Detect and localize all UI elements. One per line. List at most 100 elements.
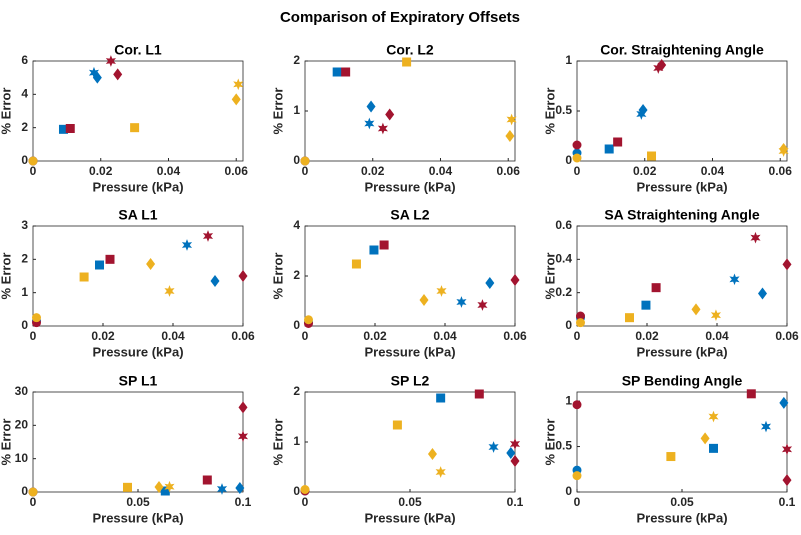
point — [506, 447, 516, 459]
point — [782, 474, 792, 487]
point — [709, 443, 718, 453]
x-tick-label: 0.02 — [89, 164, 113, 178]
point — [402, 57, 412, 67]
y-tick-label: 0 — [565, 318, 572, 332]
point — [572, 400, 582, 410]
x-tick-label: 0.06 — [497, 164, 521, 178]
point — [300, 485, 310, 494]
point — [505, 130, 515, 142]
point — [653, 62, 664, 74]
point — [105, 55, 116, 67]
subplot-title: Cor. L1 — [114, 42, 162, 58]
y-tick-label: 4 — [21, 87, 28, 101]
subplot-title: SP L1 — [119, 373, 158, 389]
point — [364, 117, 375, 130]
point — [700, 432, 710, 445]
point — [113, 68, 123, 81]
subplot-title: SP Bending Angle — [622, 373, 743, 389]
y-tick-label: 3 — [21, 218, 28, 232]
y-tick-label: 2 — [293, 53, 300, 67]
point — [332, 67, 342, 77]
point — [729, 273, 740, 286]
point — [181, 239, 193, 251]
axes-box — [32, 60, 244, 162]
point — [351, 259, 361, 269]
point — [65, 124, 75, 133]
y-tick-label: 10 — [15, 451, 29, 465]
x-tick-label: 0.02 — [635, 329, 659, 343]
point — [377, 122, 388, 135]
point — [341, 67, 351, 77]
point — [235, 482, 245, 494]
x-tick-label: 0.06 — [225, 164, 249, 178]
x-tick-label: 0.06 — [231, 329, 255, 343]
axes-box — [32, 391, 244, 493]
point — [666, 452, 676, 462]
point — [572, 153, 582, 163]
point — [779, 396, 789, 409]
x-axis-label: Pressure (kPa) — [636, 510, 727, 525]
y-tick-label: 1 — [21, 285, 28, 299]
axes-box — [576, 225, 788, 327]
point — [604, 144, 614, 154]
y-tick-label: 0 — [293, 318, 300, 332]
y-axis-label: % Error — [0, 253, 13, 300]
y-tick-label: 0.4 — [555, 252, 572, 266]
point — [369, 245, 379, 255]
point — [304, 315, 313, 325]
y-tick-label: 4 — [293, 218, 300, 232]
point — [436, 393, 446, 403]
point — [28, 156, 38, 166]
point — [576, 311, 585, 321]
point — [638, 104, 648, 116]
x-axis-label: Pressure (kPa) — [92, 179, 183, 194]
y-tick-label: 0.5 — [555, 103, 572, 117]
point — [32, 313, 41, 323]
x-tick-label: 0.05 — [670, 495, 694, 509]
x-axis-label: Pressure (kPa) — [364, 179, 455, 194]
point — [641, 300, 651, 310]
point — [379, 240, 389, 250]
point — [238, 270, 248, 282]
subplot-title: SA Straightening Angle — [604, 207, 760, 223]
point — [88, 66, 100, 79]
point — [105, 254, 115, 264]
point — [436, 285, 447, 297]
point — [576, 318, 585, 328]
point — [146, 258, 156, 270]
point — [572, 471, 582, 481]
point — [202, 475, 212, 485]
x-tick-label: 0.06 — [503, 329, 527, 343]
point — [485, 277, 495, 289]
point — [366, 100, 376, 113]
point — [510, 274, 520, 286]
y-tick-label: 20 — [15, 418, 29, 432]
y-tick-label: 1 — [565, 393, 572, 407]
x-axis-label: Pressure (kPa) — [636, 344, 727, 359]
x-axis-label: Pressure (kPa) — [636, 179, 727, 194]
point — [130, 123, 140, 133]
x-tick-label: 0.04 — [701, 164, 725, 178]
x-tick-label: 0 — [302, 164, 309, 178]
y-axis-label: % Error — [0, 88, 13, 135]
x-tick-label: 0.02 — [363, 329, 387, 343]
point — [509, 438, 521, 450]
point — [202, 230, 214, 242]
point — [477, 299, 488, 311]
y-tick-label: 1 — [565, 53, 572, 67]
point — [233, 78, 244, 91]
point — [510, 455, 520, 467]
x-tick-label: 0.05 — [126, 495, 150, 509]
point — [154, 481, 164, 493]
y-tick-label: 2 — [21, 120, 28, 134]
x-tick-label: 0 — [302, 329, 309, 343]
point — [625, 313, 634, 323]
point — [746, 389, 756, 399]
point — [300, 156, 310, 166]
point — [760, 420, 772, 433]
point — [164, 480, 175, 493]
point — [779, 143, 789, 155]
point — [392, 420, 402, 430]
x-tick-label: 0.06 — [769, 164, 793, 178]
point — [782, 258, 792, 271]
